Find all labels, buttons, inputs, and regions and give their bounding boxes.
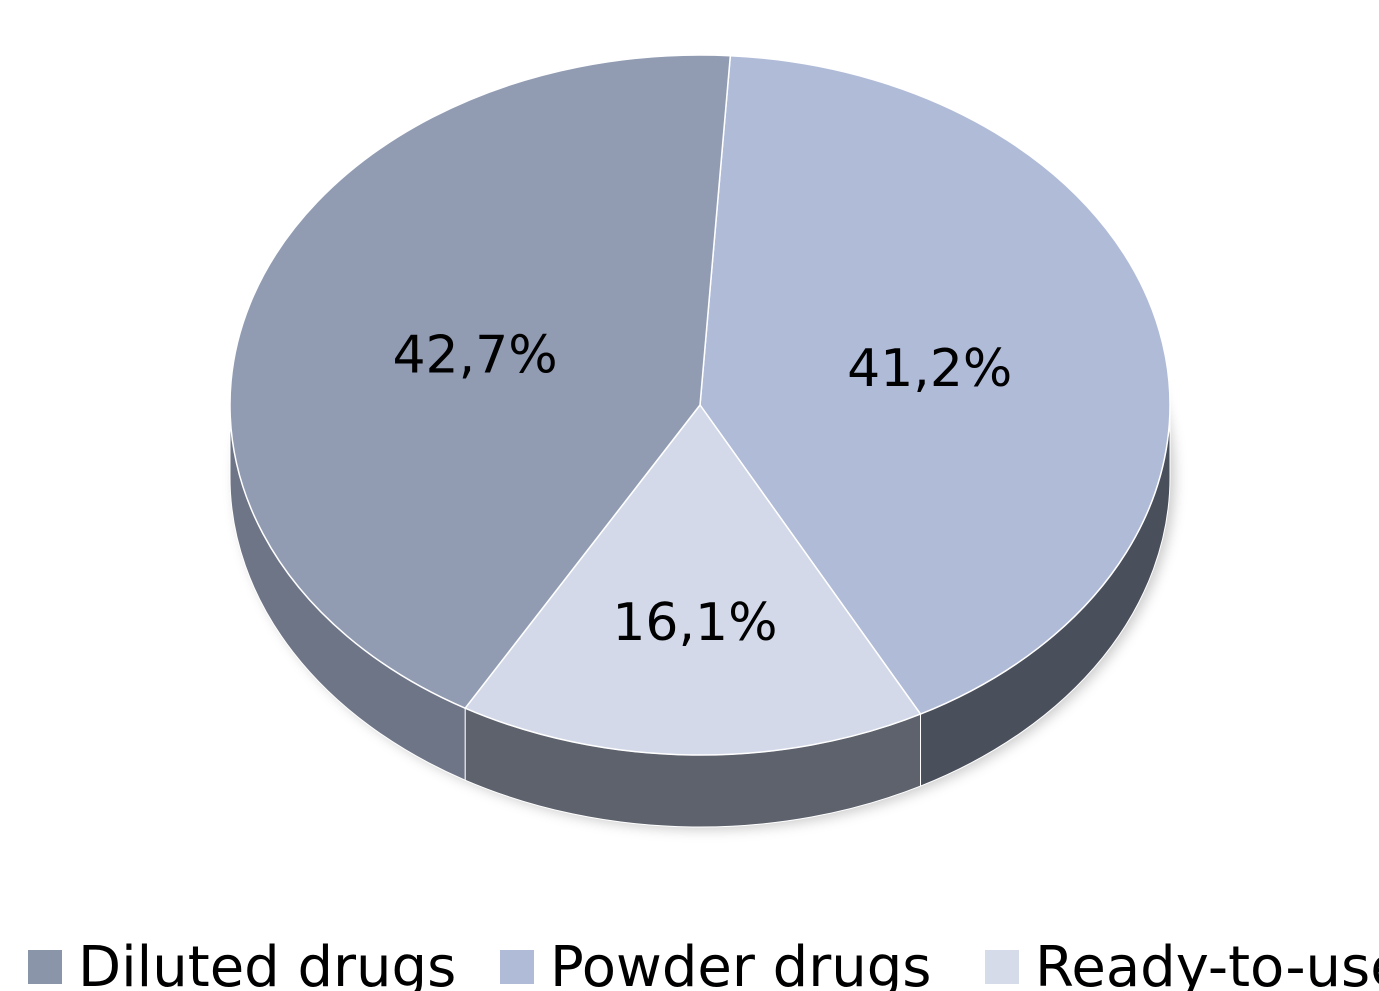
data-label-diluted-drugs: 42,7% xyxy=(392,325,557,385)
legend: Diluted drugs Powder drugs Ready-to-use xyxy=(28,935,1379,991)
pie-slice-diluted-drugs xyxy=(229,54,732,710)
pie-slice-powder-drugs xyxy=(699,54,1171,716)
legend-swatch xyxy=(500,950,534,984)
data-label-powder-drugs: 41,2% xyxy=(847,339,1012,399)
legend-swatch xyxy=(28,950,62,984)
legend-item-diluted-drugs: Diluted drugs xyxy=(28,935,456,991)
legend-label: Diluted drugs xyxy=(78,935,456,991)
legend-label: Ready-to-use xyxy=(1035,935,1379,991)
data-label-ready-to-use: 16,1% xyxy=(612,593,777,653)
legend-item-powder-drugs: Powder drugs xyxy=(500,935,931,991)
slice-labels: 41,2% 16,1% 42,7% xyxy=(392,325,1012,653)
pie-slice-ready-to-use xyxy=(463,403,922,756)
legend-label: Powder drugs xyxy=(550,935,931,991)
legend-item-ready-to-use: Ready-to-use xyxy=(985,935,1379,991)
pie-slices xyxy=(229,54,1171,756)
legend-swatch xyxy=(985,950,1019,984)
